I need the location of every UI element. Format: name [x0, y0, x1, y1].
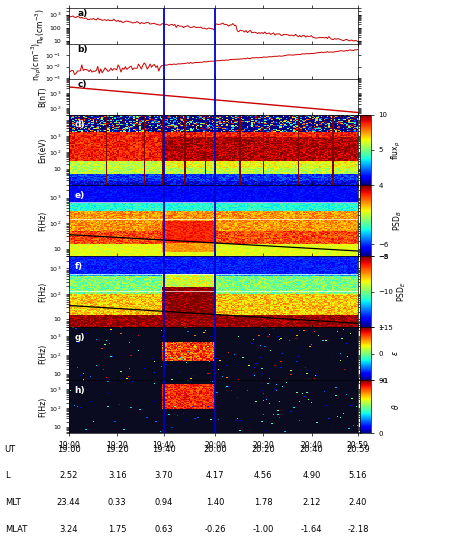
- Text: h): h): [74, 386, 85, 395]
- Text: 1.78: 1.78: [254, 498, 273, 507]
- Text: 19:20: 19:20: [105, 445, 129, 454]
- Text: 20:40: 20:40: [300, 445, 323, 454]
- Y-axis label: PSD$_E$: PSD$_E$: [396, 281, 409, 302]
- Text: b): b): [77, 45, 88, 54]
- Y-axis label: $\epsilon$: $\epsilon$: [392, 350, 401, 357]
- Text: 0.33: 0.33: [108, 498, 127, 507]
- Text: UT: UT: [5, 445, 16, 454]
- Text: 4.90: 4.90: [302, 471, 321, 480]
- Text: MLAT: MLAT: [5, 525, 27, 534]
- Y-axis label: PSD$_B$: PSD$_B$: [392, 210, 404, 231]
- Text: 5.16: 5.16: [348, 471, 367, 480]
- Text: d): d): [74, 120, 85, 129]
- Text: 20:20: 20:20: [251, 445, 275, 454]
- Text: 2.40: 2.40: [349, 498, 367, 507]
- Y-axis label: F(Hz): F(Hz): [38, 396, 47, 417]
- Text: 20:59: 20:59: [346, 445, 370, 454]
- Text: g): g): [74, 333, 85, 342]
- Text: 19:40: 19:40: [152, 445, 175, 454]
- Text: a): a): [77, 9, 88, 18]
- Text: 20:00: 20:00: [203, 445, 227, 454]
- Text: -1.64: -1.64: [301, 525, 322, 534]
- Text: -0.26: -0.26: [205, 525, 226, 534]
- Text: 3.16: 3.16: [108, 471, 127, 480]
- Text: 0.63: 0.63: [154, 525, 173, 534]
- Y-axis label: n$_e$(cm$^{-3}$): n$_e$(cm$^{-3}$): [34, 8, 47, 44]
- Text: e): e): [74, 191, 85, 200]
- Text: 2.12: 2.12: [302, 498, 321, 507]
- Text: 0.94: 0.94: [155, 498, 173, 507]
- Text: MLT: MLT: [5, 498, 20, 507]
- Text: 3.24: 3.24: [59, 525, 78, 534]
- Text: 19:00: 19:00: [57, 445, 81, 454]
- Y-axis label: F(Hz): F(Hz): [38, 343, 47, 364]
- Text: -2.18: -2.18: [347, 525, 369, 534]
- Y-axis label: $\theta$: $\theta$: [390, 404, 401, 410]
- Text: c): c): [77, 80, 87, 89]
- Text: 3.70: 3.70: [154, 471, 173, 480]
- Text: 1.75: 1.75: [108, 525, 127, 534]
- Text: 23.44: 23.44: [57, 498, 81, 507]
- Y-axis label: flux$_p$: flux$_p$: [390, 140, 403, 160]
- Text: L: L: [5, 471, 9, 480]
- Y-axis label: n$_{hp}$(cm$^{-3}$): n$_{hp}$(cm$^{-3}$): [29, 42, 44, 81]
- Text: 4.56: 4.56: [254, 471, 272, 480]
- Y-axis label: F(Hz): F(Hz): [38, 211, 47, 231]
- Y-axis label: B(nT): B(nT): [38, 87, 47, 107]
- Text: -1.00: -1.00: [252, 525, 273, 534]
- Text: 1.40: 1.40: [206, 498, 225, 507]
- Y-axis label: En(eV): En(eV): [38, 138, 47, 163]
- Text: 2.52: 2.52: [60, 471, 78, 480]
- Y-axis label: F(Hz): F(Hz): [38, 282, 47, 302]
- Text: 4.17: 4.17: [206, 471, 225, 480]
- Text: f): f): [74, 262, 82, 271]
